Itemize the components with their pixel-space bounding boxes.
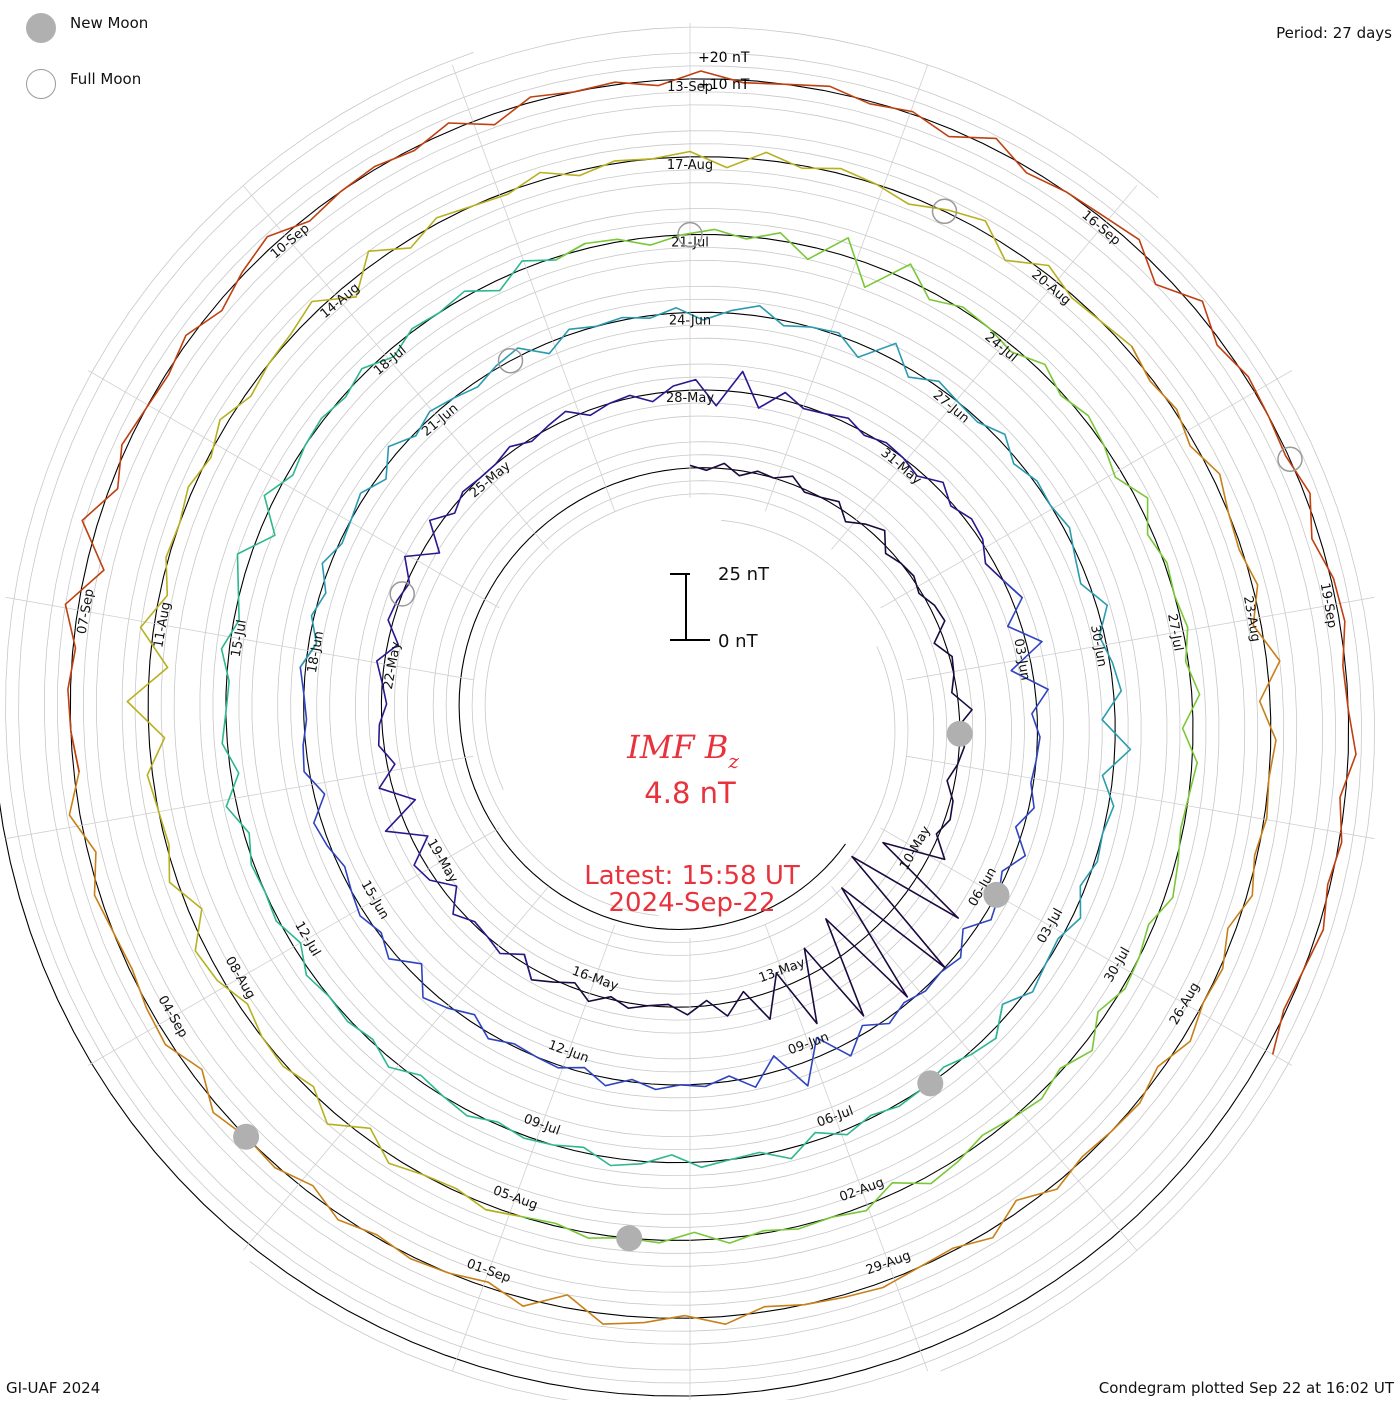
grid-ring bbox=[689, 52, 1375, 1372]
bz-trace-segment bbox=[299, 305, 1132, 1039]
center-value: 4.8 nT bbox=[644, 776, 736, 810]
date-tick-label: 22-May bbox=[381, 640, 404, 690]
radial-spoke bbox=[880, 827, 1293, 1066]
radial-spoke bbox=[5, 596, 474, 681]
date-tick-label: 03-Jul bbox=[1034, 906, 1066, 946]
date-tick-label: 07-Sep bbox=[75, 588, 98, 636]
grid-ring bbox=[95, 104, 1246, 1293]
radial-spoke bbox=[87, 370, 500, 609]
radial-spoke bbox=[831, 886, 1138, 1251]
zero-baseline bbox=[458, 467, 846, 931]
grid-ring bbox=[484, 493, 691, 790]
date-tick-label: 27-Jul bbox=[1164, 613, 1185, 653]
grid-ring bbox=[121, 130, 1220, 1267]
period-label: Period: 27 days bbox=[1276, 24, 1392, 42]
date-tick-label: 18-Jun bbox=[305, 630, 327, 674]
date-tick-label: 12-Jun bbox=[546, 1038, 591, 1067]
new-moon-legend-label: New Moon bbox=[70, 14, 149, 32]
full-moon-marker bbox=[1277, 446, 1303, 472]
bz-trace-segment bbox=[299, 579, 1049, 1091]
radial-spoke bbox=[242, 185, 549, 550]
date-tick-label: 25-May bbox=[467, 459, 514, 502]
zero-baseline bbox=[0, 78, 1350, 1397]
scale-label-10: +10 nT bbox=[698, 77, 750, 93]
series-layer bbox=[64, 70, 1357, 1325]
bz-trace-segment bbox=[523, 462, 973, 1025]
new-moon-marker bbox=[917, 1070, 944, 1097]
date-tick-label: 30-Jun bbox=[1087, 624, 1109, 668]
scale-bar-label-25: 25 nT bbox=[718, 564, 770, 585]
radial-spoke bbox=[906, 755, 1375, 840]
bz-trace-segment bbox=[485, 228, 1201, 1244]
date-tick-label: 17-Aug bbox=[667, 158, 713, 173]
full-moon-marker bbox=[497, 347, 524, 374]
full-moon-marker bbox=[931, 198, 958, 225]
scale-label-20: +20 nT bbox=[698, 50, 750, 66]
full-moon-legend-label: Full Moon bbox=[70, 70, 142, 88]
date-tick-label: 23-Aug bbox=[1240, 595, 1263, 643]
center-quantity: IMF Bz bbox=[626, 728, 739, 773]
radial-spoke bbox=[906, 596, 1375, 681]
bz-trace-segment bbox=[68, 345, 1281, 1325]
full-moon-marker bbox=[677, 221, 703, 248]
date-tick-label: 24-Jun bbox=[669, 313, 711, 328]
grid-ring bbox=[173, 182, 1168, 1215]
date-tick-label: 15-Jun bbox=[358, 878, 392, 922]
date-tick-label: 28-May bbox=[666, 391, 714, 406]
bz-trace-segment bbox=[126, 150, 1151, 1218]
scale-bar-label-0: 0 nT bbox=[718, 631, 759, 652]
date-tick-label: 03-Jun bbox=[1010, 637, 1032, 681]
new-moon-marker bbox=[233, 1123, 260, 1150]
grid-ring bbox=[316, 325, 1025, 1073]
bz-trace-segment bbox=[64, 70, 1357, 1055]
grid-ring bbox=[249, 65, 1362, 1404]
date-tick-label: 02-Aug bbox=[838, 1175, 887, 1205]
center-date: 2024-Sep-22 bbox=[608, 888, 775, 918]
date-tick-label: 13-Sep bbox=[667, 80, 713, 95]
date-tick-label: 31-May bbox=[878, 446, 925, 489]
zero-baseline bbox=[303, 311, 1038, 1086]
date-tick-label: 11-Aug bbox=[151, 601, 174, 649]
date-tick-label: 21-Jul bbox=[671, 236, 709, 251]
radial-spoke bbox=[451, 64, 616, 512]
date-tick-label: 13-May bbox=[757, 955, 808, 986]
scale-layer: +20 nT +10 nT 25 nT 0 nT bbox=[670, 50, 770, 652]
moon-marker-layer bbox=[233, 198, 1303, 1252]
grid-ring bbox=[5, 51, 1336, 1384]
date-tick-label: 06-Jul bbox=[815, 1104, 856, 1131]
grid-ring bbox=[82, 91, 1259, 1306]
radial-spoke bbox=[5, 755, 474, 840]
grid-ring bbox=[445, 454, 896, 943]
grid-layer bbox=[0, 26, 1375, 1404]
bz-trace-segment bbox=[220, 242, 1004, 1169]
date-tick-label: 15-Jul bbox=[229, 619, 250, 659]
credit-label: GI-UAF 2024 bbox=[6, 1379, 101, 1397]
new-moon-legend-icon bbox=[26, 13, 56, 43]
new-moon-marker bbox=[946, 720, 973, 747]
radial-spoke bbox=[880, 370, 1293, 609]
radial-spoke bbox=[764, 64, 929, 512]
grid-ring bbox=[689, 26, 1159, 199]
grid-ring bbox=[471, 480, 691, 916]
full-moon-legend-icon bbox=[26, 69, 56, 99]
center-quantity-main: IMF B bbox=[626, 728, 728, 766]
plotted-timestamp: Condegram plotted Sep 22 at 16:02 UT bbox=[1098, 1379, 1394, 1397]
new-moon-marker bbox=[983, 881, 1010, 908]
date-tick-label: 18-Jul bbox=[371, 343, 409, 379]
radial-spoke bbox=[87, 827, 500, 1066]
radial-spoke bbox=[764, 924, 929, 1372]
date-tick-label: 09-Jul bbox=[522, 1112, 563, 1139]
new-moon-marker bbox=[616, 1225, 643, 1252]
full-moon-marker bbox=[389, 581, 415, 607]
radial-spoke bbox=[831, 185, 1138, 550]
bz-trace-segment bbox=[376, 370, 1023, 981]
center-latest: Latest: 15:58 UT bbox=[584, 861, 800, 891]
center-readout: IMF Bz 4.8 nT Latest: 15:58 UT 2024-Sep-… bbox=[584, 728, 800, 918]
center-quantity-sub: z bbox=[727, 749, 739, 773]
grid-ring bbox=[432, 441, 909, 956]
